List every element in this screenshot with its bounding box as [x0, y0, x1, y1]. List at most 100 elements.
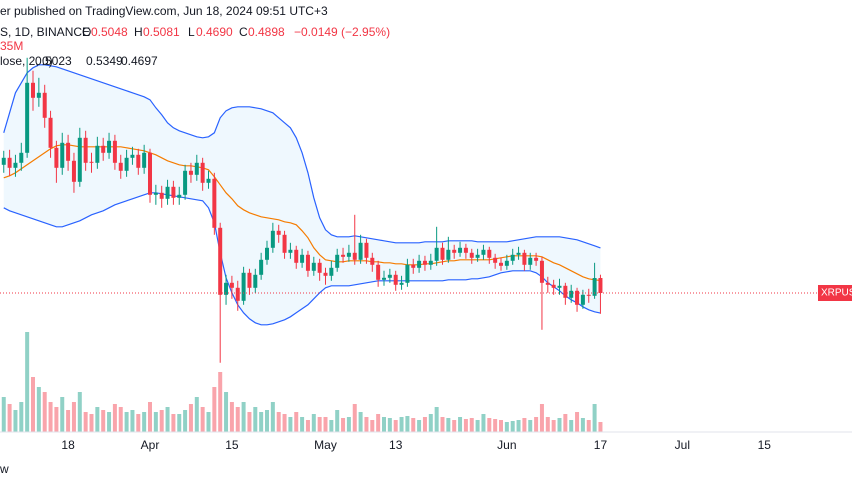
volume-bar — [475, 420, 480, 432]
candle-body — [463, 247, 468, 253]
candle-body — [317, 262, 322, 273]
candle-body — [481, 249, 486, 255]
volume-bar — [557, 418, 562, 432]
candle-body — [358, 242, 363, 260]
volume-bar — [469, 418, 474, 432]
candle-body — [241, 272, 246, 301]
candle-body — [575, 290, 580, 305]
volume-bar — [481, 414, 486, 432]
candle-body — [341, 254, 346, 257]
volume-bar — [434, 407, 439, 432]
candle-body — [19, 152, 24, 163]
candle-body — [499, 262, 503, 266]
volume-bar — [522, 418, 527, 432]
candle-body — [112, 140, 117, 163]
band-upper — [3, 64, 601, 249]
volume-bar — [305, 420, 310, 432]
volume-bar — [60, 397, 65, 432]
volume-bar — [136, 414, 141, 432]
bands-label: lose, 2, 0) — [0, 54, 53, 68]
volume-bar — [586, 420, 591, 432]
volume-bar — [405, 416, 410, 432]
candle-body — [422, 260, 427, 265]
volume-bar — [19, 402, 24, 432]
volume-bar — [124, 412, 129, 432]
volume-bar — [563, 414, 568, 432]
candle-body — [13, 162, 18, 168]
candle-body — [224, 282, 229, 295]
volume-bar — [575, 412, 580, 432]
x-tick-label: 13 — [389, 438, 403, 452]
volume-bar — [428, 414, 433, 432]
candle-body — [200, 162, 205, 183]
volume-bar — [551, 420, 556, 432]
volume-bar — [329, 420, 334, 432]
symbol: S, 1D, BINANCE — [0, 25, 90, 39]
volume-bar — [13, 410, 18, 432]
candle-body — [446, 249, 451, 260]
candle-body — [405, 264, 410, 283]
volume-bar — [188, 404, 193, 432]
volume-bar — [95, 407, 100, 432]
volume-bar — [352, 404, 357, 432]
volume-bar — [247, 412, 252, 432]
band-middle-value: 0.5023 — [35, 54, 72, 68]
x-tick-label: Apr — [141, 438, 160, 452]
candle-body — [399, 282, 404, 285]
volume-bar — [376, 414, 381, 432]
volume-bar — [323, 417, 328, 432]
volume-bar — [153, 412, 158, 432]
candle-body — [534, 257, 539, 261]
candle-body — [382, 277, 386, 280]
band-fill — [3, 64, 601, 325]
candle-body — [551, 284, 556, 288]
volume-bar — [218, 372, 223, 432]
ohlc-label: H — [134, 25, 143, 39]
volume-bar — [112, 404, 117, 432]
volume-bar — [592, 404, 597, 432]
candle-body — [510, 254, 515, 261]
x-tick-label: May — [314, 438, 337, 452]
volume-bar — [118, 407, 123, 432]
x-tick-label: 15 — [758, 438, 772, 452]
volume-bar — [241, 402, 246, 432]
candle-body — [235, 287, 240, 301]
volume-value: 35M — [0, 39, 23, 53]
candle-body — [71, 160, 76, 182]
volume-bar — [276, 412, 281, 432]
candle-body — [66, 142, 71, 161]
candle-body — [504, 260, 509, 266]
candle-body — [469, 252, 474, 258]
volume-bar — [341, 418, 346, 432]
volume-bar — [7, 404, 12, 432]
volume-bar — [183, 410, 188, 432]
candle-body — [452, 249, 457, 253]
candle-body — [265, 247, 269, 260]
candle-body — [229, 282, 234, 288]
volume-bar — [516, 420, 521, 432]
volume-bar — [487, 418, 492, 432]
candle-body — [31, 82, 35, 98]
volume-bar — [346, 417, 351, 432]
candle-body — [259, 259, 264, 275]
candle-body — [411, 264, 416, 268]
volume-bar — [1, 397, 6, 432]
volume-bar — [504, 422, 509, 432]
candle-body — [153, 192, 158, 195]
candle-body — [586, 294, 591, 296]
candle-body — [124, 157, 129, 171]
candle-body — [516, 252, 521, 255]
candle-body — [522, 252, 527, 265]
candle-body — [557, 285, 562, 288]
volume-bar — [253, 407, 258, 432]
volume-bar — [71, 402, 76, 432]
volume-bar — [107, 412, 112, 432]
volume-bar — [539, 404, 544, 432]
volume-bar — [288, 417, 293, 432]
volume-bar — [417, 420, 422, 432]
volume-bar — [422, 417, 427, 432]
candle-body — [177, 194, 182, 198]
candle-body — [107, 140, 112, 153]
volume-bar — [48, 402, 53, 432]
ohlc-value: 0.5048 — [91, 25, 128, 39]
